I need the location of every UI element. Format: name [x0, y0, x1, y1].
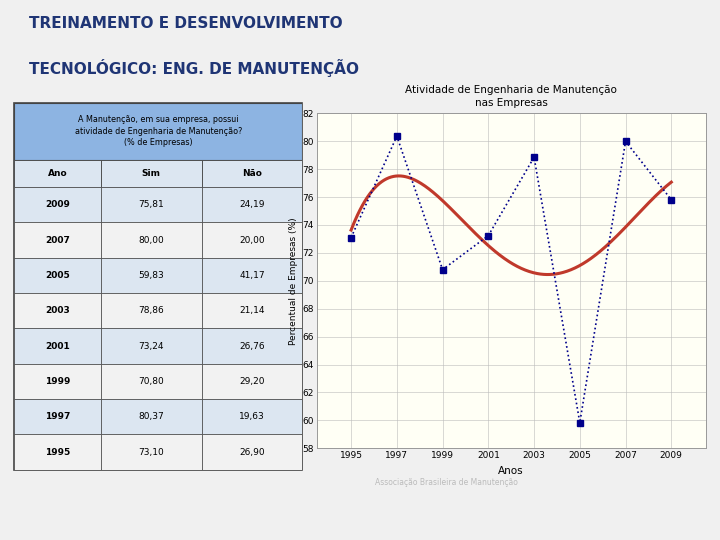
Bar [101, 258, 202, 293]
Bar [14, 328, 101, 364]
Bar [14, 258, 101, 293]
Text: 21,14: 21,14 [239, 306, 265, 315]
Text: 2001: 2001 [45, 342, 70, 350]
Bar [202, 187, 302, 222]
Text: 2003: 2003 [45, 306, 70, 315]
Text: 19,63: 19,63 [239, 412, 265, 421]
Text: 29,20: 29,20 [239, 377, 265, 386]
Text: 73,24: 73,24 [138, 342, 164, 350]
Bar [101, 159, 202, 187]
Text: 1995: 1995 [45, 448, 71, 457]
Text: 75,81: 75,81 [138, 200, 164, 209]
Text: 1997: 1997 [45, 412, 71, 421]
Bar [14, 187, 101, 222]
Text: 2007: 2007 [45, 235, 70, 245]
Bar [202, 399, 302, 435]
Text: 2005: 2005 [45, 271, 70, 280]
Bar [202, 435, 302, 470]
Text: 20,00: 20,00 [239, 235, 265, 245]
Text: TECNOLÓGICO: ENG. DE MANUTENÇÃO: TECNOLÓGICO: ENG. DE MANUTENÇÃO [29, 59, 359, 77]
X-axis label: Anos: Anos [498, 465, 524, 476]
Bar [202, 364, 302, 399]
Bar [14, 364, 101, 399]
Bar [202, 159, 302, 187]
Text: Associação Brasileira de Manutenção: Associação Brasileira de Manutenção [375, 478, 518, 487]
Text: 80,00: 80,00 [138, 235, 164, 245]
Text: 41,17: 41,17 [239, 271, 265, 280]
Bar [101, 187, 202, 222]
Bar [14, 435, 101, 470]
Bar [101, 399, 202, 435]
Text: 78,86: 78,86 [138, 306, 164, 315]
Bar [202, 293, 302, 328]
Bar [101, 364, 202, 399]
Text: 24,19: 24,19 [239, 200, 265, 209]
Bar [14, 222, 101, 258]
Bar [101, 435, 202, 470]
Bar [101, 293, 202, 328]
Text: A Manutenção, em sua empresa, possui
atividade de Engenharia de Manutenção?
(% d: A Manutenção, em sua empresa, possui ati… [75, 115, 242, 147]
Text: Não: Não [242, 169, 262, 178]
Bar [14, 399, 101, 435]
Bar [101, 222, 202, 258]
Bar [202, 258, 302, 293]
Text: 2009: 2009 [45, 200, 70, 209]
Text: Ano: Ano [48, 169, 68, 178]
Text: TREINAMENTO E DESENVOLVIMENTO: TREINAMENTO E DESENVOLVIMENTO [29, 16, 343, 31]
Text: Sim: Sim [142, 169, 161, 178]
Bar [14, 159, 101, 187]
Text: 26,76: 26,76 [239, 342, 265, 350]
Text: 59,83: 59,83 [138, 271, 164, 280]
Bar [14, 293, 101, 328]
Text: 80,37: 80,37 [138, 412, 164, 421]
Bar [14, 103, 302, 159]
Bar [202, 222, 302, 258]
Y-axis label: Percentual de Empresas (%): Percentual de Empresas (%) [289, 217, 298, 345]
Title: Atividade de Engenharia de Manutenção
nas Empresas: Atividade de Engenharia de Manutenção na… [405, 85, 617, 109]
Text: 1999: 1999 [45, 377, 71, 386]
Bar [202, 328, 302, 364]
Text: 73,10: 73,10 [138, 448, 164, 457]
Text: 26,90: 26,90 [239, 448, 265, 457]
Bar [101, 328, 202, 364]
Text: 70,80: 70,80 [138, 377, 164, 386]
